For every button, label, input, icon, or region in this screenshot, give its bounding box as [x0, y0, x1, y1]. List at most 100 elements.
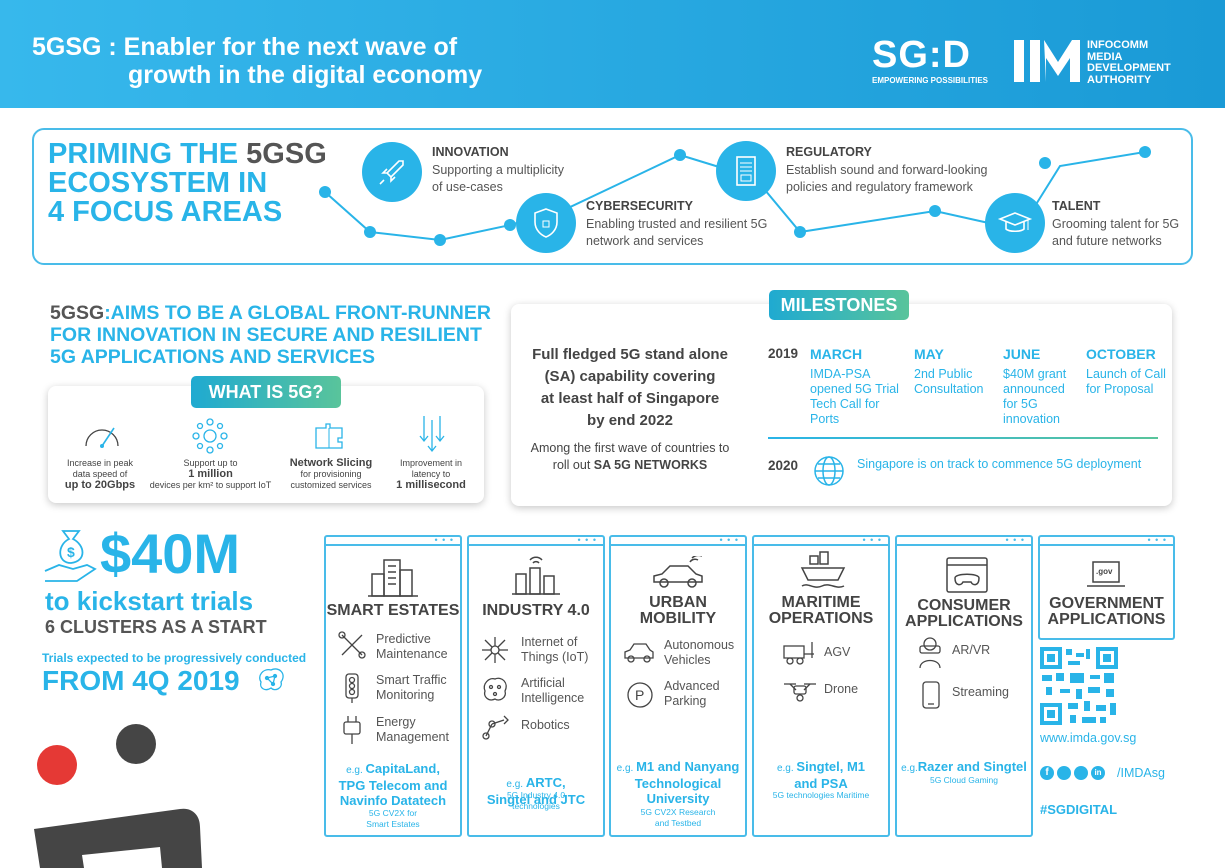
network-icon: [192, 418, 228, 454]
cluster-smart-estates: • • •: [324, 535, 462, 837]
graduation-cap-icon: [985, 193, 1045, 253]
drone-icon: [784, 683, 816, 702]
hashtag: #SGDIGITAL: [1040, 802, 1118, 817]
cluster-urban-eg: e.g. M1 and Nanyang Technological Univers…: [616, 759, 740, 806]
factory-icon: [512, 556, 560, 595]
milestone-2020-text: Singapore is on track to commence 5G dep…: [857, 457, 1142, 471]
decor-grey-dot: [116, 724, 156, 764]
5g-slicing-info: Network Slicing for provisioning customize…: [289, 457, 373, 491]
year-2020: 2020: [768, 458, 799, 473]
focus-areas-panel: [32, 128, 1193, 265]
cluster-maritime: • • •: [752, 535, 890, 837]
cluster-industry-eg: e.g. ARTC, Singtel and JTC: [486, 775, 586, 807]
gov-laptop-icon: [1087, 561, 1125, 587]
decor-sgd-shape: [34, 808, 202, 868]
rocket-icon: [362, 142, 422, 202]
gov-badge: .gov: [1096, 567, 1113, 576]
cluster-urban-title: URBAN MOBILITY: [639, 594, 717, 627]
ai-brain-icon: [483, 677, 507, 701]
focus-regulatory-desc: Establish sound and forward-looking polic…: [786, 163, 988, 194]
milestones-label: MILESTONES: [769, 290, 909, 320]
cluster-smart-estates-title: SMART ESTATES: [326, 602, 460, 619]
tools-icon: [338, 631, 366, 659]
youtube-icon[interactable]: [1074, 766, 1088, 780]
item-iot: Internet of Things (IoT): [521, 635, 589, 664]
funding-amount: $40M: [100, 522, 241, 585]
5g-latency-info: Improvement in latency to 1 millisecond: [396, 458, 466, 491]
facebook-icon[interactable]: f: [1040, 766, 1054, 780]
cluster-industry-sub: 5G Industry 4.0 technologies: [506, 790, 566, 811]
focus-talent-heading: TALENT: [1052, 199, 1101, 213]
imda-logo-text: INFOCOMM MEDIA DEVELOPMENT AUTHORITY: [1087, 39, 1171, 86]
vr-headset-icon: [919, 637, 941, 669]
social-icons: f in: [1040, 766, 1105, 780]
focus-innovation-heading: INNOVATION: [432, 145, 509, 159]
sgd-logo: SG:D: [872, 34, 971, 76]
cluster-industry-title: INDUSTRY 4.0: [482, 602, 590, 619]
cluster-consumer-sub: 5G Cloud Gaming: [929, 775, 999, 785]
cluster-maritime-title: MARITIME OPERATIONS: [768, 594, 874, 627]
brain-icon: [259, 668, 284, 691]
item-predictive-maintenance: Predictive Maintenance: [376, 632, 448, 661]
sgd-tagline: EMPOWERING POSSIBILITIES: [872, 76, 989, 85]
iot-icon: [482, 637, 508, 663]
5g-speed-info: Increase in peak data speed of up to 20Gbp…: [64, 458, 136, 491]
page-title: 5GSG : Enabler for the next wave of grow…: [32, 33, 483, 89]
milestone-march: MARCH IMDA-PSA opened 5G Trial Tech Call …: [810, 346, 899, 426]
social-handle: /IMDAsg: [1117, 766, 1165, 780]
car-icon: [653, 556, 703, 588]
autonomous-car-icon: [624, 643, 654, 663]
twitter-icon[interactable]: [1057, 766, 1071, 780]
ship-icon: [800, 551, 846, 588]
phone-icon: [922, 681, 940, 709]
5g-devices-info: Support up to 1 million devices per km² to…: [149, 458, 272, 490]
agv-icon: [783, 642, 814, 665]
gaming-window-icon: [946, 557, 988, 593]
svg-text:P: P: [635, 687, 644, 703]
focus-regulatory-heading: REGULATORY: [786, 145, 872, 159]
linkedin-icon[interactable]: in: [1091, 766, 1105, 780]
cluster-consumer-title: CONSUMER APPLICATIONS: [905, 597, 1023, 630]
cluster-maritime-eg: e.g. Singtel, M1 and PSA: [776, 759, 866, 791]
imda-logo-icon: [1014, 40, 1080, 82]
buildings-icon: [368, 559, 418, 597]
speedometer-icon: [85, 427, 119, 448]
focus-talent-desc: Grooming talent for 5G and future network…: [1052, 217, 1180, 248]
item-smart-traffic: Smart Traffic Monitoring: [376, 673, 447, 702]
milestone-lead: Full fledged 5G stand alone (SA) capabili…: [532, 346, 728, 429]
cluster-smart-estates-sub: 5G CV2X for Smart Estates: [366, 808, 420, 829]
milestone-may: MAY 2nd Public Consultation: [914, 346, 984, 396]
item-robotics: Robotics: [521, 718, 570, 732]
focus-cybersecurity-desc: Enabling trusted and resilient 5G network…: [586, 217, 768, 248]
item-ai: Artificial Intelligence: [521, 676, 585, 705]
item-drone: Drone: [824, 682, 859, 696]
focus-cybersecurity-heading: CYBERSECURITY: [586, 199, 693, 213]
funding-kickstart: to kickstart trials: [45, 586, 254, 616]
cluster-consumer-eg: e.g.Razer and Singtel: [901, 759, 1027, 774]
cluster-consumer: • • •: [895, 535, 1033, 837]
milestone-divider: [768, 437, 1158, 439]
svg-text:$: $: [67, 544, 75, 560]
website-link[interactable]: www.imda.gov.sg: [1040, 731, 1137, 745]
item-streaming: Streaming: [952, 685, 1009, 699]
aims-statement: 5GSG:AIMS TO BE A GLOBAL FRONT-RUNNER FO…: [50, 302, 491, 368]
trials-note: Trials expected to be progressively cond…: [42, 651, 307, 665]
traffic-light-icon: [345, 673, 359, 703]
trials-from: FROM 4Q 2019: [42, 665, 240, 696]
cluster-government: • • •: [1038, 535, 1175, 640]
cluster-urban-sub: 5G CV2X Research and Testbed: [640, 807, 716, 828]
milestone-june: JUNE $40M grant announced for 5G innovatio…: [1003, 346, 1067, 426]
item-energy-management: Energy Management: [376, 715, 449, 744]
item-autonomous-vehicles: Autonomous Vehicles: [664, 638, 735, 667]
focus-title: PRIMING THE 5GSG ECOSYSTEM IN 4 FOCUS AR…: [48, 138, 327, 228]
cluster-government-title: GOVERNMENT APPLICATIONS: [1047, 595, 1166, 628]
document-icon: [716, 141, 776, 201]
funding-clusters: 6 CLUSTERS AS A START: [45, 617, 267, 637]
what-is-5g-label: WHAT IS 5G?: [191, 376, 341, 408]
qr-code[interactable]: [1040, 647, 1118, 725]
money-hand-icon: $: [44, 530, 97, 582]
globe-icon: [814, 456, 844, 486]
item-ar-vr: AR/VR: [952, 643, 991, 657]
year-2019: 2019: [768, 346, 799, 361]
milestones-card: [511, 304, 1172, 506]
